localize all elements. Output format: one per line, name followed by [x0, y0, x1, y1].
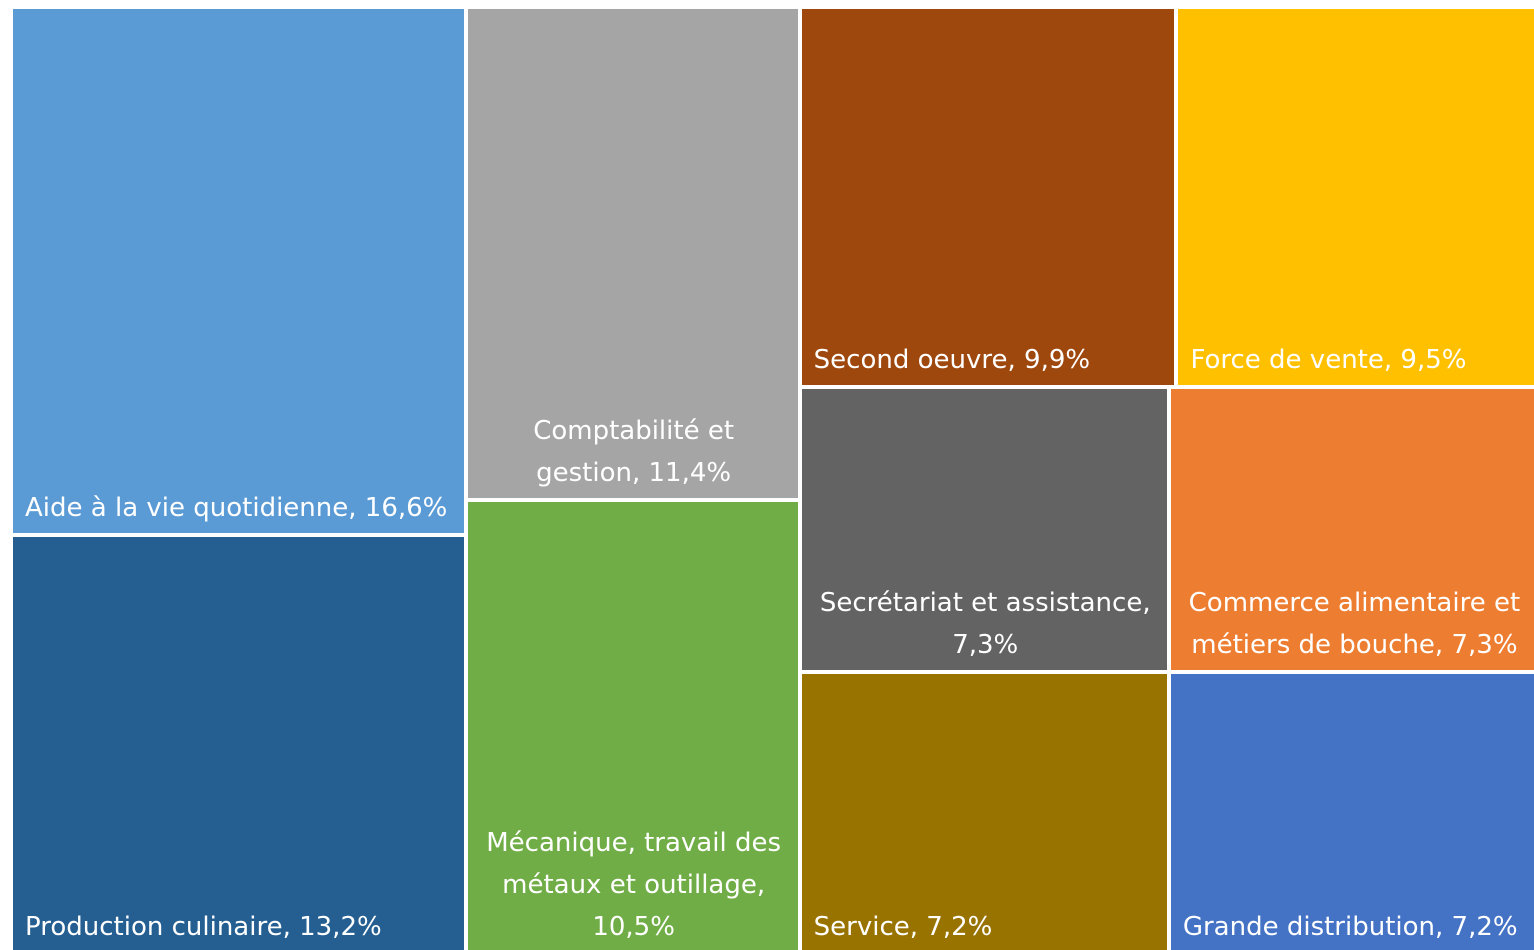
- value-label: 9,9%: [1024, 344, 1091, 375]
- category-label: Mécanique, travail des métaux et outilla…: [486, 827, 781, 900]
- value-label: 7,3%: [1451, 630, 1518, 661]
- cell-label: Mécanique, travail des métaux et outilla…: [468, 822, 798, 950]
- value-label: 10,5%: [592, 911, 675, 942]
- cell-label: Production culinaire, 13,2%: [13, 906, 392, 950]
- value-label: 7,2%: [926, 911, 993, 942]
- treemap-cell: Aide à la vie quotidienne, 16,6%: [11, 7, 466, 535]
- cell-label: Comptabilité et gestion, 11,4%: [468, 410, 798, 498]
- cell-label: Aide à la vie quotidienne, 16,6%: [13, 487, 457, 533]
- category-label: Grande distribution,: [1182, 911, 1444, 942]
- cell-label: Second oeuvre, 9,9%: [802, 339, 1100, 385]
- value-label: 16,6%: [364, 492, 448, 523]
- value-label: 7,3%: [952, 630, 1019, 661]
- value-label: 13,2%: [299, 911, 382, 942]
- category-label: Commerce alimentaire et métiers de bouch…: [1188, 588, 1521, 661]
- treemap-cell: Production culinaire, 13,2%: [11, 534, 466, 950]
- treemap-cell: Commerce alimentaire et métiers de bouch…: [1168, 386, 1534, 673]
- treemap-cell: Secrétariat et assistance, 7,3%: [799, 386, 1169, 673]
- category-label: Secrétariat et assistance,: [819, 588, 1151, 619]
- category-label: Production culinaire,: [25, 911, 291, 942]
- category-label: Comptabilité et gestion,: [533, 415, 735, 488]
- treemap-cell: Force de vente, 9,5%: [1176, 7, 1534, 387]
- cell-label: Grande distribution, 7,2%: [1171, 906, 1528, 950]
- treemap-cell: Grande distribution, 7,2%: [1168, 672, 1534, 950]
- category-label: Service,: [813, 911, 919, 942]
- treemap-cell: Second oeuvre, 9,9%: [799, 7, 1177, 387]
- cell-label: Force de vente, 9,5%: [1178, 339, 1476, 385]
- cell-label: Secrétariat et assistance, 7,3%: [802, 582, 1167, 670]
- value-label: 7,2%: [1451, 911, 1518, 942]
- cell-label: Service, 7,2%: [802, 906, 1003, 950]
- cell-label: Commerce alimentaire et métiers de bouch…: [1171, 582, 1534, 670]
- value-label: 9,5%: [1400, 344, 1467, 375]
- treemap-cell: Comptabilité et gestion, 11,4%: [465, 7, 800, 500]
- category-label: Force de vente,: [1190, 344, 1393, 375]
- value-label: 11,4%: [648, 457, 732, 488]
- treemap-cell: Service, 7,2%: [799, 672, 1169, 950]
- category-label: Aide à la vie quotidienne,: [25, 492, 357, 523]
- category-label: Second oeuvre,: [813, 344, 1016, 375]
- treemap-cell: Mécanique, travail des métaux et outilla…: [465, 499, 800, 950]
